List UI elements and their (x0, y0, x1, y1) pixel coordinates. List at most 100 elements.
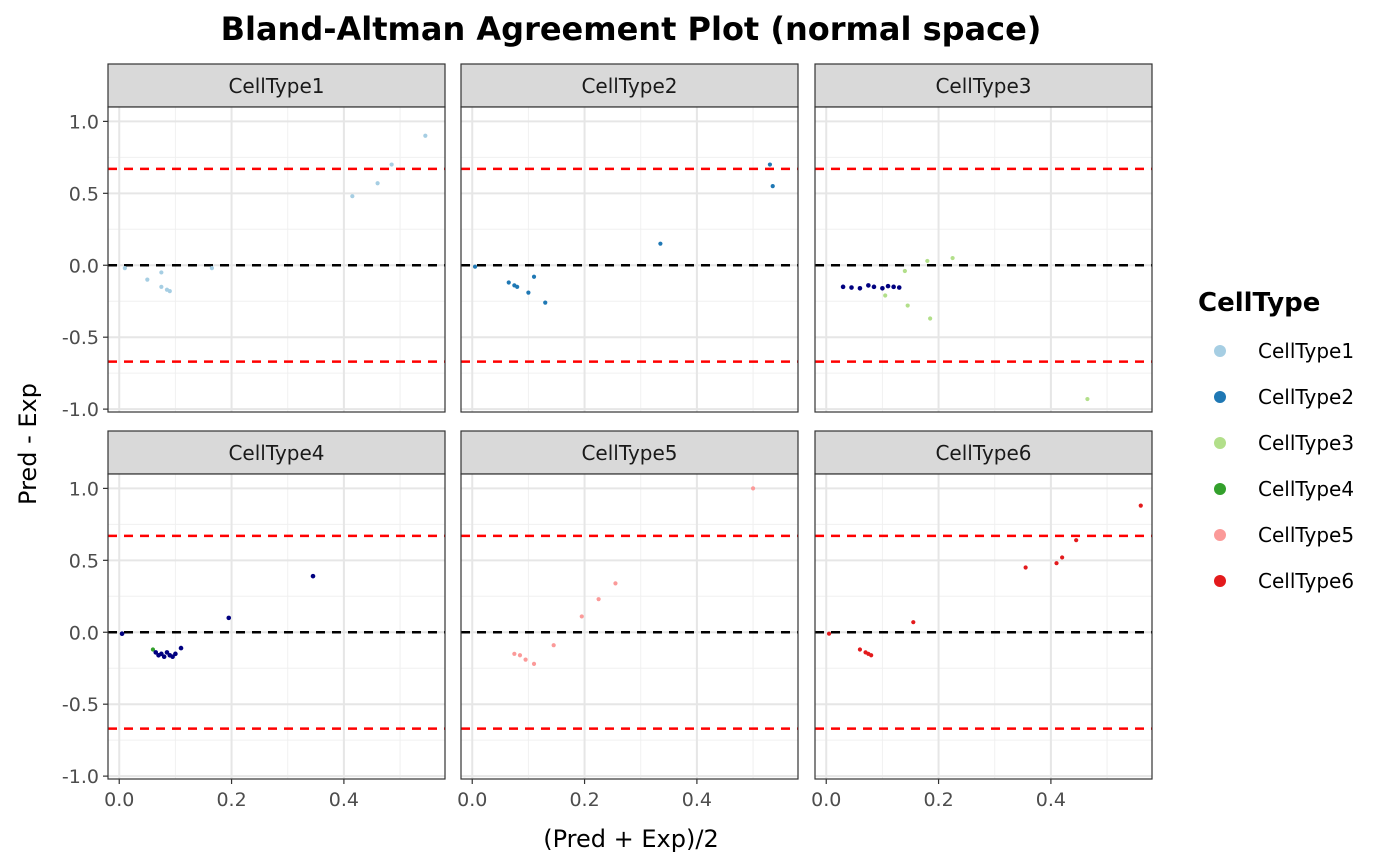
legend-title: CellType (1198, 288, 1320, 318)
data-point (1085, 396, 1090, 402)
facet-panel-6: CellType6 0.0 0.2 0.4 (811, 430, 1153, 811)
panel-border (107, 106, 446, 413)
x-tick-label: 0.4 (682, 789, 712, 811)
data-point (902, 268, 907, 274)
legend-entry: CellType4 (1258, 477, 1354, 501)
overlay-point (849, 285, 854, 290)
data-point (770, 184, 775, 189)
y-tick-label: 0.5 (69, 550, 99, 572)
y-tick-label: 0.0 (69, 622, 99, 644)
data-point (531, 274, 537, 279)
data-point (543, 300, 548, 305)
data-point (512, 651, 517, 656)
overlay-point (159, 651, 164, 657)
overlay-point (871, 284, 877, 290)
overlay-point (857, 285, 863, 291)
data-point (122, 266, 127, 271)
data-point (1023, 565, 1028, 570)
data-points (122, 133, 428, 294)
x-tick-label: 0.0 (457, 789, 487, 811)
data-points (472, 162, 775, 305)
data-points (826, 503, 1143, 658)
data-point (1074, 538, 1079, 543)
data-point (596, 597, 601, 602)
data-point (551, 643, 556, 648)
legend-entry: CellType6 (1258, 569, 1354, 593)
overlay-point (310, 573, 316, 579)
legend-key (1214, 437, 1226, 449)
data-point (531, 661, 537, 667)
data-point (826, 631, 832, 636)
data-point (750, 486, 756, 491)
data-point (1060, 555, 1065, 560)
data-point (145, 277, 150, 282)
data-point (506, 280, 511, 285)
y-tick-label: 0.0 (69, 255, 99, 277)
legend-entry: CellType5 (1258, 523, 1354, 547)
facet-panels: CellType1 1.0 0.5 0.0 -0.5 -1.0 CellType2 CellT… (62, 63, 1153, 811)
legend-key (1214, 529, 1226, 541)
facet-panel-5: CellType5 0.0 0.2 0.4 (457, 430, 799, 811)
data-point (389, 162, 394, 167)
legend-key (1214, 483, 1226, 495)
data-point (658, 241, 663, 246)
overlay-point (885, 283, 891, 289)
data-point (925, 258, 930, 264)
facet-panel-3: CellType3 (814, 63, 1153, 413)
legend: CellType CellType1 CellType2 CellType3 Cell… (1198, 288, 1354, 593)
overlay-points (119, 573, 316, 660)
data-point (1138, 503, 1143, 508)
facet-strip-label: CellType5 (581, 441, 677, 465)
x-tick-label: 0.4 (1036, 789, 1066, 811)
y-tick-label: -1.0 (62, 766, 99, 788)
y-axis-label: Pred - Exp (14, 383, 42, 505)
overlay-point (866, 283, 871, 288)
data-point (911, 620, 916, 625)
x-axis-label: (Pred + Exp)/2 (543, 825, 718, 853)
x-tick-label: 0.0 (811, 789, 841, 811)
data-point (905, 303, 910, 308)
facet-strip-label: CellType6 (935, 441, 1031, 465)
overlay-points (840, 283, 902, 291)
facet-strip-label: CellType4 (228, 441, 324, 465)
data-point (472, 264, 478, 269)
data-point (869, 653, 874, 658)
panel-border (460, 106, 799, 413)
data-point (375, 181, 380, 186)
y-tick-label: 1.0 (69, 478, 99, 500)
panel-background (461, 474, 798, 779)
facet-panel-2: CellType2 (460, 63, 799, 413)
overlay-point (896, 285, 902, 290)
legend-entry: CellType2 (1258, 385, 1354, 409)
overlay-point (153, 650, 159, 655)
panel-border (107, 473, 446, 780)
data-point (950, 255, 955, 261)
data-point (150, 647, 156, 652)
overlay-point (170, 654, 175, 660)
overlay-point (178, 645, 184, 651)
legend-entry: CellType1 (1258, 339, 1354, 363)
data-point (515, 284, 520, 289)
panel-background (108, 474, 445, 779)
data-point (523, 657, 528, 662)
data-point (928, 316, 933, 321)
y-tick-label: 0.5 (69, 183, 99, 205)
panel-border (460, 473, 799, 780)
data-point (1054, 561, 1059, 566)
facet-strip (814, 430, 1153, 475)
panel-background (461, 107, 798, 412)
overlay-point (891, 284, 896, 290)
panel-background (815, 474, 1152, 779)
overlay-point (840, 284, 846, 290)
overlay-point (164, 650, 170, 655)
data-point (613, 581, 618, 586)
data-point (579, 614, 584, 619)
panel-border (814, 473, 1153, 780)
overlay-point (161, 654, 167, 660)
grid-lines (461, 474, 798, 779)
x-tick-label: 0.2 (923, 789, 953, 811)
data-point (517, 653, 523, 658)
panel-background (108, 107, 445, 412)
